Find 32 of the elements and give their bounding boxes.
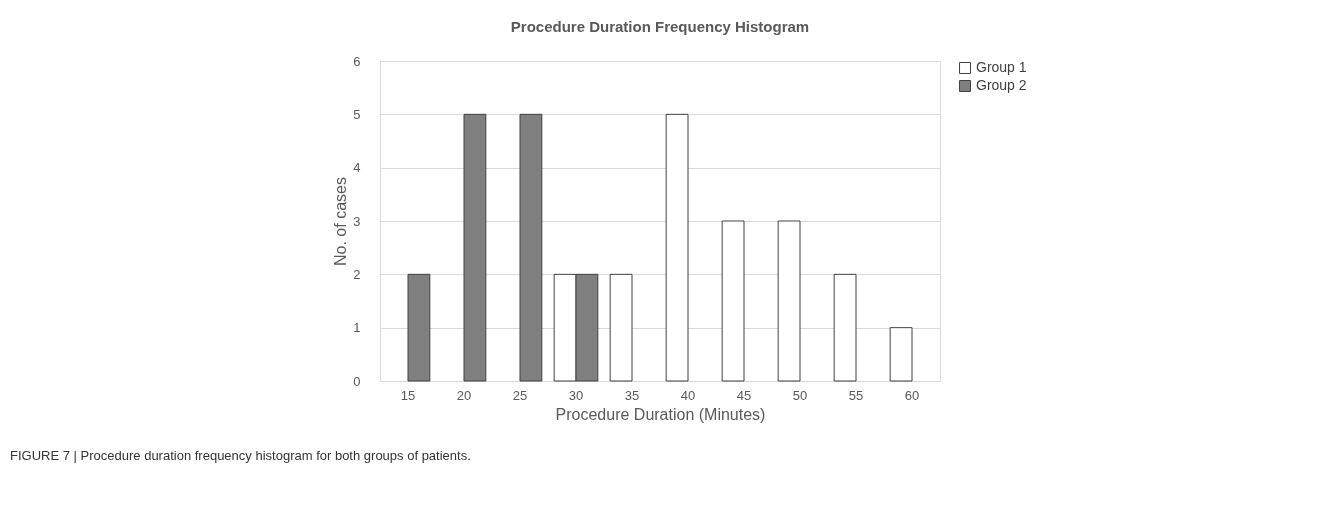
x-tick-label: 55 xyxy=(848,387,864,403)
x-tick-label: 20 xyxy=(456,387,472,403)
x-tick-label: 25 xyxy=(512,387,528,403)
x-tick-label: 60 xyxy=(904,387,920,403)
chart-title: Procedure Duration Frequency Histogram xyxy=(510,18,810,35)
x-tick-label: 45 xyxy=(736,387,752,403)
x-tick-label: 30 xyxy=(568,387,584,403)
bar xyxy=(833,273,857,382)
caption: FIGURE 7 | Procedure duration frequency histogram for both groups of patients. xyxy=(10,448,471,463)
bar xyxy=(519,113,543,382)
bar xyxy=(463,113,487,382)
y-tick-label: 3 xyxy=(353,213,361,229)
y-tick-label: 1 xyxy=(353,320,361,336)
x-tick-label: 35 xyxy=(624,387,640,403)
bar xyxy=(721,220,745,382)
x-axis-title: Procedure Duration (Minutes) xyxy=(555,405,766,423)
bar xyxy=(665,113,689,382)
x-tick-label: 40 xyxy=(680,387,696,403)
y-axis-title: No. of cases xyxy=(332,177,350,266)
legend-label: Group 1 xyxy=(976,59,1027,75)
y-tick-label: 0 xyxy=(353,373,361,389)
bar xyxy=(777,220,801,382)
x-tick-label: 15 xyxy=(400,387,416,403)
bar xyxy=(609,273,633,382)
y-tick-label: 5 xyxy=(353,106,361,122)
x-tick-label: 50 xyxy=(792,387,808,403)
legend-label: Group 2 xyxy=(976,77,1027,93)
bar xyxy=(889,327,913,382)
y-tick-label: 6 xyxy=(353,53,361,69)
bar xyxy=(407,273,431,382)
y-tick-label: 4 xyxy=(353,160,361,176)
y-tick-label: 2 xyxy=(353,266,361,282)
